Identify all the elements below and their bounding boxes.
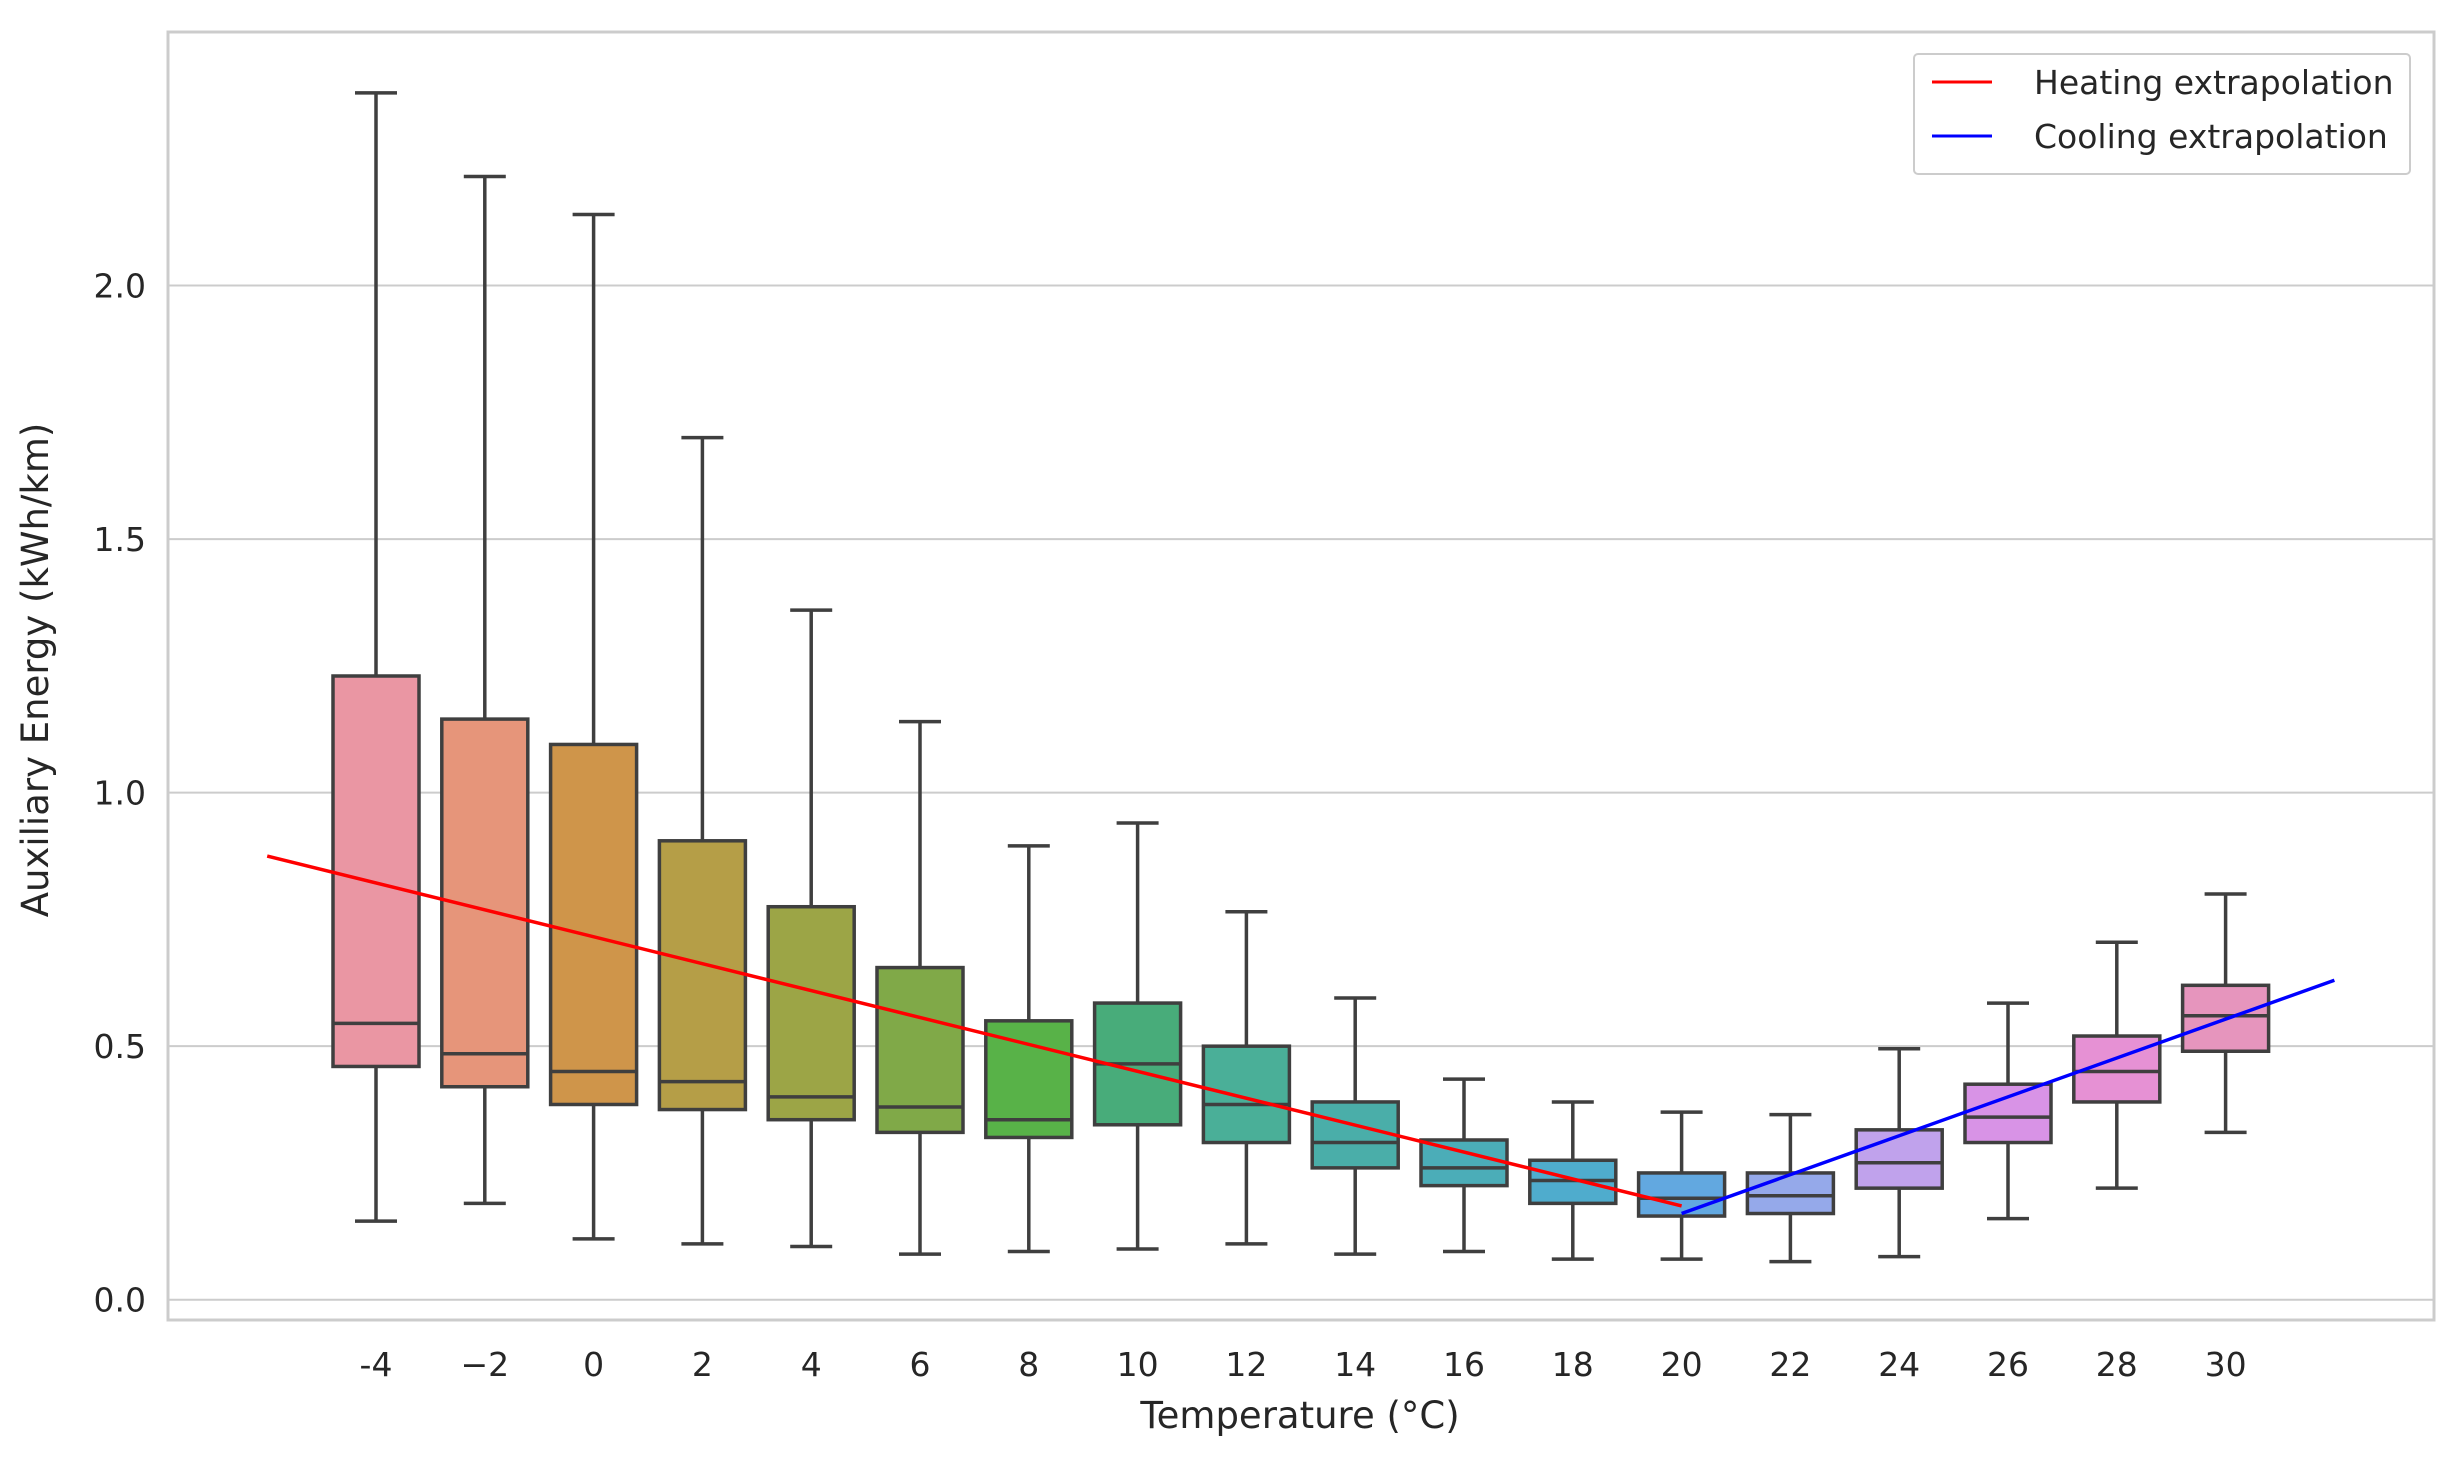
x-tick-label: 0: [583, 1345, 604, 1384]
x-tick-label: 10: [1117, 1345, 1159, 1384]
box-plot-item: [1745, 1112, 1836, 1264]
box-plot-item: [875, 719, 965, 1256]
plot-frame: [166, 30, 2436, 1322]
box-plot-item: [440, 174, 530, 1206]
iqr-box: [1636, 1171, 1727, 1218]
y-tick-label: 2.0: [94, 267, 146, 306]
iqr-box: [1854, 1128, 1944, 1190]
x-tick-label: 20: [1661, 1345, 1703, 1384]
box-plot-item: [331, 91, 421, 1223]
heating-extrapolation-line: [266, 854, 1683, 1208]
iqr-box: [875, 965, 965, 1135]
x-tick-label: −2: [460, 1345, 509, 1384]
box-plot-item: [1092, 821, 1183, 1251]
x-tick-label: 16: [1443, 1345, 1485, 1384]
y-tick-label: 0.5: [94, 1027, 146, 1066]
x-axis-title: Temperature (°C): [1139, 1394, 1459, 1437]
x-tick-label: 28: [2096, 1345, 2138, 1384]
box-plot-item: [1201, 910, 1292, 1246]
x-tick-labels: -4 −2 0 2 4 6 8 10 12 14 16 18 20 22 24 26 28 30: [360, 1345, 2247, 1384]
x-tick-label: 4: [801, 1345, 822, 1384]
box-plot-item: [657, 435, 748, 1246]
box-plot-item: [2072, 940, 2162, 1190]
x-tick-label: 8: [1018, 1345, 1039, 1384]
box-plot-item: [984, 844, 1074, 1254]
x-tick-label: 24: [1878, 1345, 1920, 1384]
iqr-box: [548, 742, 639, 1107]
iqr-box: [766, 904, 856, 1122]
x-tick-label: 18: [1552, 1345, 1594, 1384]
x-tick-label: 6: [910, 1345, 931, 1384]
x-tick-label: 14: [1334, 1345, 1376, 1384]
box-plot-item: [548, 212, 639, 1241]
y-tick-labels: 0.0 0.5 1.0 1.5 2.0: [94, 267, 146, 1320]
box-plot-item: [1636, 1110, 1727, 1261]
y-tick-label: 0.0: [94, 1281, 146, 1320]
legend-label-heating: Heating extrapolation: [2034, 63, 2394, 102]
legend: Heating extrapolation Cooling extrapolat…: [1913, 53, 2411, 175]
x-tick-label: -4: [360, 1345, 393, 1384]
x-tick-label: 30: [2205, 1345, 2247, 1384]
x-tick-label: 12: [1225, 1345, 1267, 1384]
box-series: [331, 91, 2271, 1264]
x-tick-label: 26: [1987, 1345, 2029, 1384]
iqr-box: [1201, 1044, 1292, 1145]
iqr-box: [1745, 1171, 1836, 1216]
cooling-extrapolation-line: [1681, 978, 2335, 1216]
y-tick-label: 1.5: [94, 520, 146, 559]
iqr-box: [1310, 1100, 1400, 1170]
extrapolation-lines: [266, 854, 2335, 1216]
iqr-box: [657, 839, 748, 1112]
gridlines: [168, 284, 2434, 1301]
iqr-box: [1419, 1138, 1509, 1188]
box-plot-item: [1854, 1046, 1944, 1259]
legend-label-cooling: Cooling extrapolation: [2034, 117, 2388, 156]
box-plot-item: [766, 608, 856, 1249]
box-plot-item: [1963, 1001, 2053, 1221]
iqr-box: [1963, 1082, 2053, 1145]
iqr-box: [331, 674, 421, 1069]
box-plot-item: [1528, 1100, 1618, 1261]
plot-border: [166, 30, 2436, 1322]
x-tick-label: 22: [1769, 1345, 1811, 1384]
legend-box: [1913, 53, 2411, 175]
y-tick-label: 1.0: [94, 774, 146, 813]
box-plot-item: [1419, 1077, 1509, 1254]
y-axis-title: Auxiliary Energy (kWh/km): [14, 423, 57, 918]
x-tick-label: 2: [692, 1345, 713, 1384]
box-plot-item: [1310, 996, 1400, 1256]
box-plot-item: [2180, 892, 2271, 1135]
